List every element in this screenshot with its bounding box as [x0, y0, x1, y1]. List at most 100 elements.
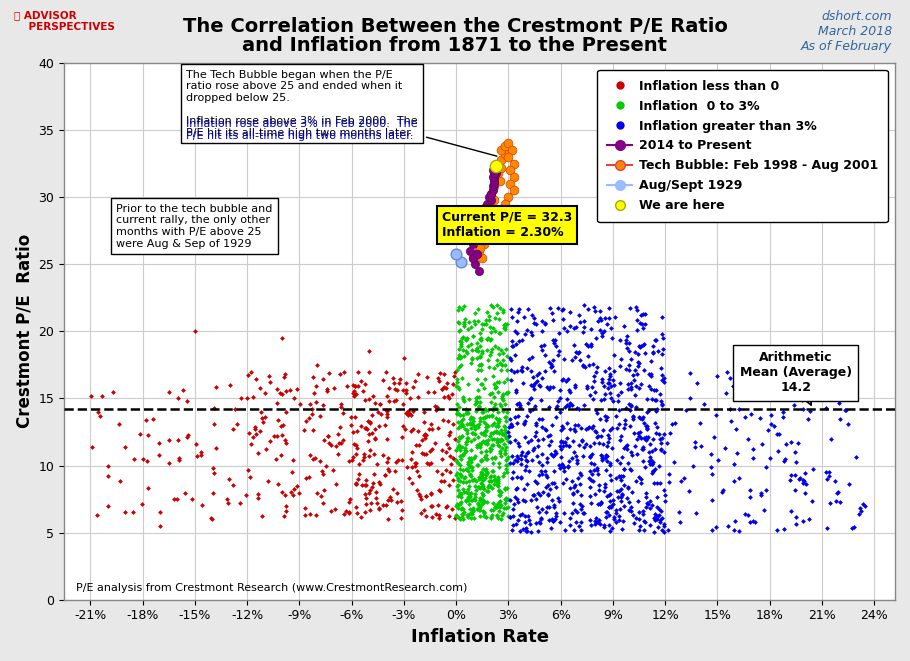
Point	[525, 352, 540, 362]
Point	[586, 459, 601, 469]
Point	[479, 463, 493, 474]
Point	[522, 515, 537, 525]
Point	[709, 410, 723, 420]
Point	[500, 460, 514, 471]
Point	[541, 514, 556, 525]
Point	[459, 437, 473, 447]
Point	[359, 424, 374, 434]
Point	[582, 451, 597, 462]
Point	[551, 396, 565, 407]
Point	[763, 410, 778, 420]
Point	[354, 376, 369, 387]
Point	[614, 471, 629, 482]
Point	[464, 321, 479, 332]
Point	[389, 395, 404, 405]
Point	[470, 432, 485, 442]
Point	[561, 461, 576, 471]
Point	[100, 460, 115, 471]
Point	[623, 405, 638, 415]
Point	[802, 514, 816, 524]
Point	[480, 307, 494, 317]
Point	[597, 326, 612, 336]
Point	[461, 461, 476, 472]
Point	[494, 451, 509, 461]
Point	[491, 461, 506, 472]
Point	[472, 402, 487, 412]
Point	[482, 389, 497, 399]
Point	[842, 479, 856, 489]
Point	[463, 418, 478, 428]
Point	[456, 420, 470, 431]
Point	[393, 373, 408, 384]
Point	[729, 424, 743, 434]
Point	[641, 432, 655, 442]
Point	[499, 495, 513, 506]
Point	[341, 508, 356, 518]
Point	[822, 467, 836, 477]
Point	[547, 366, 561, 376]
Point	[546, 315, 561, 325]
Point	[251, 448, 266, 459]
Point	[634, 432, 649, 443]
Point	[498, 430, 512, 440]
Point	[679, 405, 693, 415]
Point	[466, 413, 480, 424]
Point	[559, 440, 573, 450]
Point	[490, 420, 505, 431]
Point	[473, 440, 488, 450]
Point	[591, 517, 605, 527]
Point	[500, 351, 514, 362]
Point	[458, 424, 472, 434]
Point	[316, 373, 330, 384]
Point	[636, 444, 651, 454]
Point	[704, 495, 719, 506]
Point	[450, 457, 464, 467]
Point	[609, 504, 623, 515]
Point	[642, 405, 656, 416]
Point	[621, 379, 635, 389]
Point	[523, 527, 538, 537]
Point	[342, 506, 357, 517]
Point	[714, 486, 729, 497]
Point	[455, 450, 470, 461]
Point	[463, 418, 478, 429]
Point	[571, 347, 586, 358]
Text: ⭐ ADVISOR
    PERSPECTIVES: ⭐ ADVISOR PERSPECTIVES	[14, 10, 115, 32]
Point	[90, 510, 105, 520]
Point	[583, 341, 598, 352]
Point	[481, 481, 496, 492]
Point	[269, 398, 284, 408]
Point	[586, 359, 601, 369]
Point	[577, 299, 592, 310]
Point	[639, 434, 653, 445]
Point	[471, 474, 486, 485]
Point	[276, 420, 290, 430]
Point	[470, 303, 485, 314]
Point	[480, 486, 494, 496]
Point	[648, 417, 662, 428]
Point	[541, 490, 556, 500]
Point	[726, 459, 741, 469]
Point	[652, 517, 667, 527]
Point	[490, 512, 505, 523]
Point	[479, 512, 493, 522]
Point	[506, 467, 521, 477]
Point	[461, 509, 476, 520]
Point	[466, 253, 480, 263]
Text: Inflation rose above 3% in Feb 2000.  The
P/E hit its all-time high two months l: Inflation rose above 3% in Feb 2000. The…	[186, 120, 418, 141]
Point	[180, 430, 195, 441]
Point	[409, 440, 423, 451]
Point	[471, 419, 486, 430]
Point	[647, 444, 662, 454]
Point	[551, 492, 565, 503]
Point	[480, 438, 494, 448]
Point	[594, 431, 609, 442]
Point	[485, 505, 500, 516]
Point	[455, 373, 470, 383]
Point	[454, 442, 469, 452]
Point	[638, 516, 652, 527]
Point	[339, 505, 353, 516]
Point	[503, 512, 518, 522]
Point	[468, 259, 482, 270]
Point	[162, 435, 177, 446]
